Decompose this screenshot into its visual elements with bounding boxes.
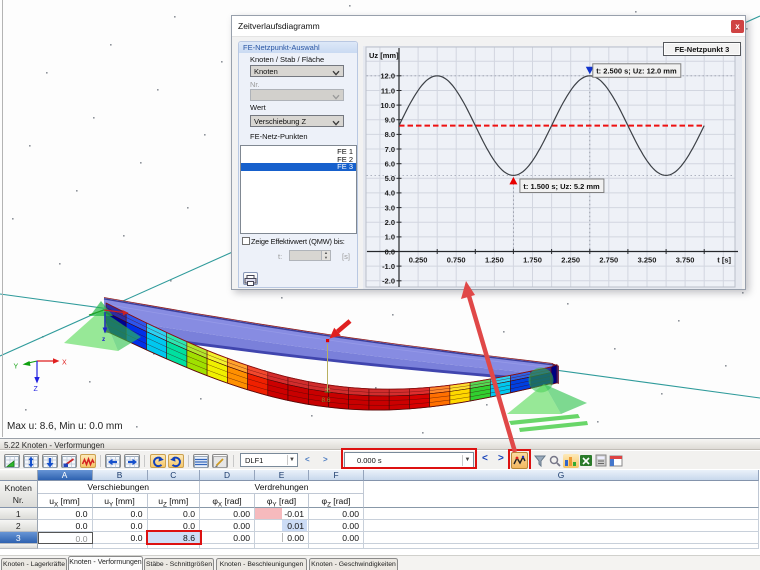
svg-text:z: z	[102, 336, 106, 343]
svg-text:1.250: 1.250	[485, 256, 504, 265]
svg-text:7.0: 7.0	[385, 145, 395, 154]
svg-text:3.250: 3.250	[638, 256, 657, 265]
svg-text:10.0: 10.0	[380, 101, 395, 110]
svg-text:9.0: 9.0	[385, 116, 395, 125]
svg-text:2.0: 2.0	[385, 218, 395, 227]
svg-text:0.0: 0.0	[385, 247, 395, 256]
svg-text:1.0: 1.0	[385, 233, 395, 242]
svg-text:Y: Y	[14, 364, 19, 371]
svg-text:3.750: 3.750	[676, 256, 695, 265]
svg-text:8.0: 8.0	[385, 130, 395, 139]
svg-text:1.750: 1.750	[523, 256, 542, 265]
svg-text:Z: Z	[34, 386, 39, 393]
svg-text:-1.0: -1.0	[382, 262, 395, 271]
svg-text:t: 1.500 s; Uz: 5.2 mm: t: 1.500 s; Uz: 5.2 mm	[523, 182, 600, 191]
svg-text:3.0: 3.0	[385, 203, 395, 212]
svg-text:2.250: 2.250	[561, 256, 580, 265]
svg-text:11.0: 11.0	[381, 86, 395, 95]
svg-text:Uz [mm]: Uz [mm]	[369, 51, 399, 60]
svg-text:5.0: 5.0	[385, 174, 395, 183]
svg-text:X: X	[62, 360, 67, 367]
svg-text:12.0: 12.0	[380, 72, 395, 81]
svg-text:6.0: 6.0	[385, 160, 395, 169]
svg-text:4.0: 4.0	[385, 189, 395, 198]
svg-text:t [s]: t [s]	[717, 256, 731, 265]
svg-text:t: 2.500 s; Uz: 12.0 mm: t: 2.500 s; Uz: 12.0 mm	[596, 67, 677, 76]
svg-text:2.750: 2.750	[599, 256, 618, 265]
svg-text:0.750: 0.750	[447, 256, 466, 265]
svg-text:8.6: 8.6	[322, 397, 331, 404]
svg-text:0.250: 0.250	[409, 256, 428, 265]
svg-text:-2.0: -2.0	[382, 277, 395, 286]
